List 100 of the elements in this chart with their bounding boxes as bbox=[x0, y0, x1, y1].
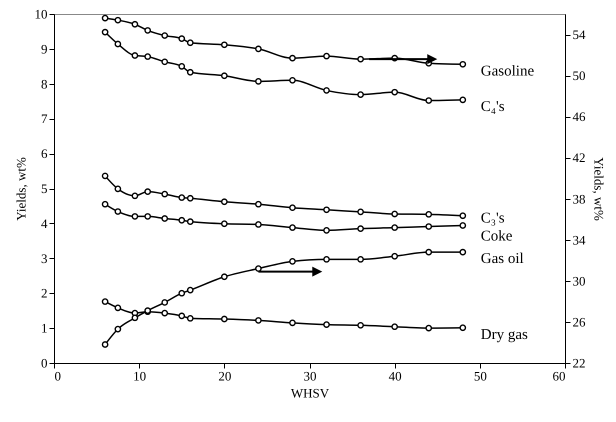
point bbox=[178, 35, 186, 42]
point bbox=[357, 256, 364, 263]
point bbox=[323, 227, 330, 234]
x-axis-title: WHSV bbox=[290, 386, 330, 400]
point bbox=[357, 91, 364, 98]
point bbox=[289, 258, 296, 265]
series-label: Gas oil bbox=[480, 251, 524, 268]
point bbox=[459, 222, 466, 229]
point bbox=[255, 46, 262, 52]
y-tick-label: 3 bbox=[41, 250, 48, 266]
y-tick-label: 0 bbox=[41, 356, 48, 370]
y2-tick-label: 34 bbox=[572, 232, 586, 248]
y-tick-label: 1 bbox=[41, 320, 48, 336]
point bbox=[186, 218, 194, 225]
y2-tick-label: 26 bbox=[572, 314, 586, 330]
point bbox=[255, 221, 262, 228]
y-tick-label: 8 bbox=[41, 76, 48, 92]
x-tick-label: 60 bbox=[552, 368, 566, 384]
point bbox=[255, 200, 262, 208]
point bbox=[289, 224, 296, 231]
point bbox=[289, 320, 296, 326]
point bbox=[161, 190, 168, 198]
point bbox=[220, 198, 228, 206]
point bbox=[178, 63, 186, 70]
point bbox=[357, 208, 364, 216]
y-tick-label: 4 bbox=[41, 216, 48, 231]
point bbox=[132, 20, 138, 28]
point bbox=[289, 54, 296, 62]
x-tick-label: 0 bbox=[54, 368, 61, 384]
point bbox=[102, 28, 108, 36]
point bbox=[186, 68, 194, 76]
y-tick-label: 6 bbox=[41, 146, 48, 162]
point bbox=[357, 225, 364, 232]
x-tick-label: 30 bbox=[304, 368, 316, 384]
point bbox=[391, 323, 398, 330]
point bbox=[323, 256, 330, 263]
point bbox=[144, 53, 152, 60]
point bbox=[220, 41, 228, 48]
x-tick-label: 10 bbox=[133, 368, 146, 384]
point bbox=[357, 56, 364, 63]
point bbox=[220, 316, 228, 322]
series-label: C₄'s bbox=[480, 98, 505, 115]
point bbox=[132, 52, 138, 59]
y2-tick-label: 42 bbox=[572, 150, 586, 166]
point bbox=[255, 265, 262, 272]
y-tick-label: 10 bbox=[34, 6, 48, 22]
point bbox=[178, 290, 186, 297]
y-tick-label: 2 bbox=[41, 286, 48, 301]
x-tick-label: 20 bbox=[218, 368, 232, 384]
point bbox=[425, 248, 432, 256]
point bbox=[255, 78, 262, 85]
point bbox=[114, 186, 122, 192]
point bbox=[132, 314, 138, 322]
point bbox=[186, 194, 194, 202]
y-tick-label: 5 bbox=[41, 181, 48, 196]
y2-tick-label: 38 bbox=[572, 191, 586, 206]
point bbox=[114, 326, 122, 332]
y2-tick-label: 46 bbox=[572, 109, 586, 124]
y-tick-label: 9 bbox=[41, 41, 48, 56]
series-label: Dry gas bbox=[480, 326, 528, 343]
point bbox=[132, 213, 138, 220]
point bbox=[102, 341, 108, 348]
point bbox=[459, 60, 466, 68]
point bbox=[102, 172, 108, 180]
point bbox=[178, 216, 186, 224]
point bbox=[102, 200, 108, 208]
point bbox=[459, 324, 466, 332]
point bbox=[178, 194, 186, 201]
point bbox=[391, 252, 398, 260]
point bbox=[357, 322, 364, 329]
point bbox=[161, 32, 168, 39]
point bbox=[323, 321, 330, 328]
point bbox=[391, 88, 398, 96]
point bbox=[459, 248, 466, 256]
point bbox=[323, 52, 330, 60]
point bbox=[459, 212, 466, 220]
point bbox=[132, 192, 138, 200]
x-tick-label: 50 bbox=[474, 368, 487, 384]
y2-tick-label: 50 bbox=[572, 68, 586, 84]
point bbox=[323, 206, 330, 214]
point bbox=[102, 298, 108, 305]
x-tick-label: 40 bbox=[388, 368, 402, 384]
point bbox=[114, 16, 122, 24]
point bbox=[391, 210, 398, 218]
point bbox=[161, 215, 168, 222]
point bbox=[425, 223, 432, 230]
point bbox=[289, 204, 296, 212]
point bbox=[114, 40, 122, 48]
point bbox=[425, 324, 432, 332]
point bbox=[144, 213, 152, 220]
point bbox=[178, 312, 186, 320]
point bbox=[114, 304, 122, 312]
point bbox=[186, 286, 194, 294]
point bbox=[161, 299, 168, 306]
y2-tick-label: 54 bbox=[572, 27, 586, 42]
y-axis-title: Yields, wt% bbox=[14, 157, 28, 221]
point bbox=[186, 314, 194, 322]
y2-tick-label: 22 bbox=[572, 356, 586, 370]
point bbox=[391, 224, 398, 231]
point bbox=[161, 310, 168, 316]
